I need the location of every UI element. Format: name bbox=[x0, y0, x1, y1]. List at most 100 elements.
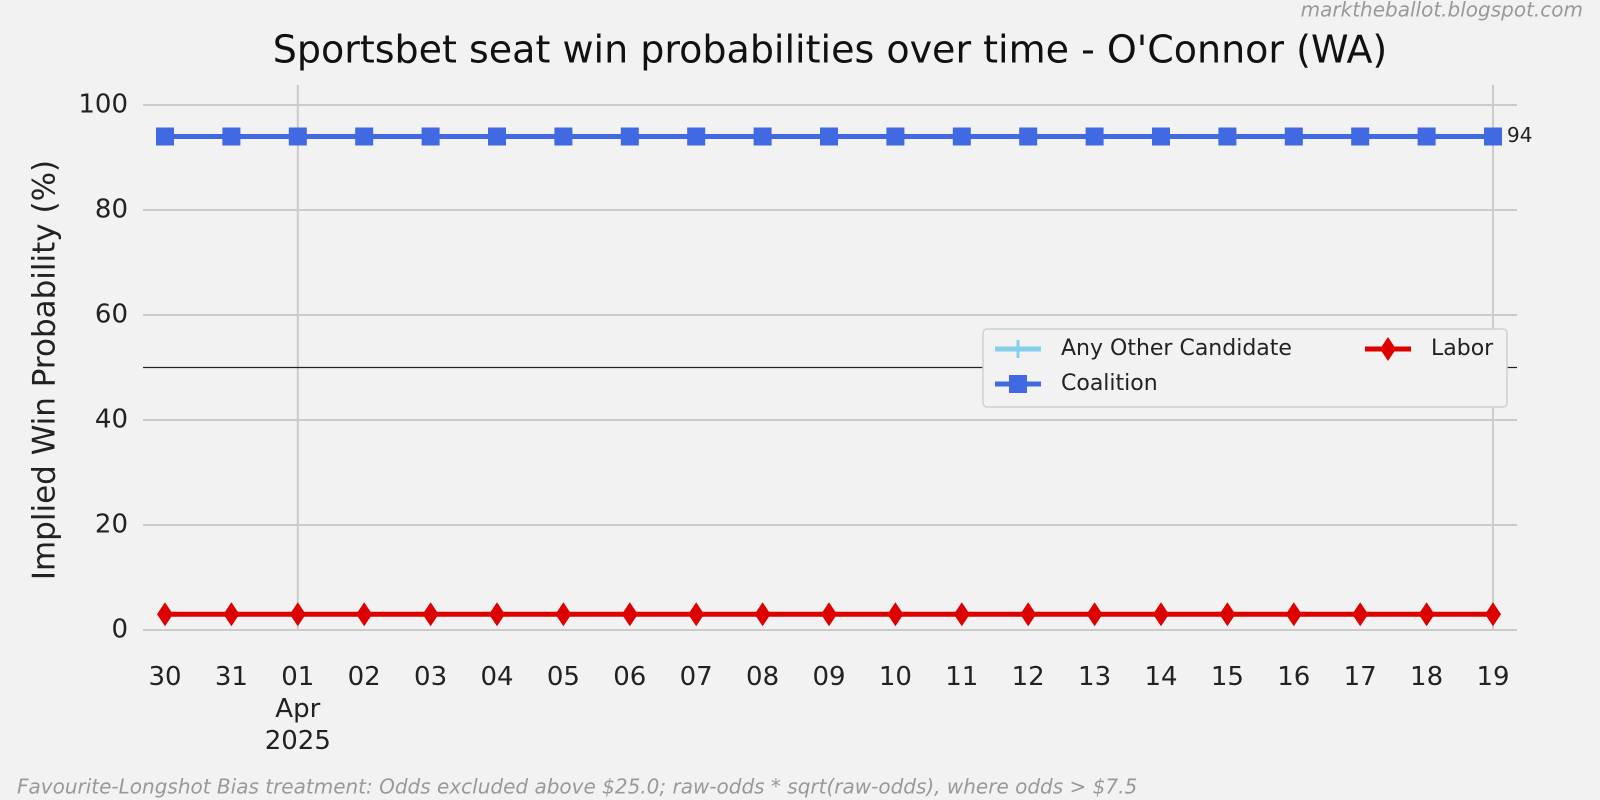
marker bbox=[1219, 602, 1236, 627]
x-tick-label-line: 16 bbox=[1277, 662, 1310, 692]
footnote: Favourite-Longshot Bias treatment: Odds … bbox=[17, 775, 1137, 799]
x-tick-label: 07 bbox=[680, 662, 713, 692]
marker bbox=[1351, 127, 1370, 146]
x-tick-label-line: 11 bbox=[945, 662, 978, 692]
y-tick-label: 0 bbox=[111, 615, 128, 645]
x-tick-label: 08 bbox=[746, 662, 779, 692]
marker bbox=[156, 127, 174, 146]
marker bbox=[489, 602, 505, 627]
x-tick-label-line: 10 bbox=[879, 662, 912, 692]
marker bbox=[288, 127, 307, 146]
marker bbox=[1009, 375, 1027, 393]
marker bbox=[1218, 127, 1237, 146]
x-tick-label-line: 17 bbox=[1344, 662, 1377, 692]
x-tick-label-line: 06 bbox=[613, 662, 646, 692]
x-tick-label: 15 bbox=[1211, 662, 1244, 692]
x-tick-label-line: 08 bbox=[746, 662, 779, 692]
marker bbox=[1086, 602, 1103, 627]
x-tick-label: 12 bbox=[1012, 662, 1045, 692]
x-tick-label: 17 bbox=[1344, 662, 1377, 692]
y-tick-label: 80 bbox=[95, 195, 128, 225]
marker bbox=[356, 602, 373, 627]
marker bbox=[1152, 127, 1170, 146]
chart-title: Sportsbet seat win probabilities over ti… bbox=[273, 28, 1388, 72]
x-tick-label: 16 bbox=[1277, 662, 1310, 692]
marker bbox=[421, 127, 440, 146]
marker bbox=[1418, 602, 1435, 627]
marker bbox=[952, 127, 971, 146]
marker bbox=[753, 127, 772, 146]
marker bbox=[289, 602, 306, 627]
marker bbox=[1285, 602, 1302, 627]
marker bbox=[754, 602, 771, 627]
x-tick-label-line: 03 bbox=[414, 662, 447, 692]
x-tick-label-line: 01 bbox=[281, 662, 314, 692]
marker bbox=[355, 127, 374, 146]
marker bbox=[687, 127, 706, 146]
marker bbox=[688, 602, 705, 627]
x-tick-label: 10 bbox=[879, 662, 912, 692]
marker bbox=[1484, 127, 1502, 146]
marker bbox=[554, 127, 573, 146]
y-tick-label: 40 bbox=[95, 405, 128, 435]
x-tick-label: 04 bbox=[480, 662, 513, 692]
legend-label: Coalition bbox=[1061, 371, 1158, 396]
x-tick-label-line: 30 bbox=[148, 662, 181, 692]
x-tick-label-line: 02 bbox=[348, 662, 381, 692]
marker bbox=[1352, 602, 1369, 627]
marker bbox=[621, 602, 638, 627]
y-tick-label: 100 bbox=[78, 90, 128, 120]
watermark: marktheballot.blogspot.com bbox=[1301, 0, 1583, 22]
x-tick-label-line: 15 bbox=[1211, 662, 1244, 692]
x-tick-label-line: 09 bbox=[812, 662, 845, 692]
x-tick-label: 31 bbox=[215, 662, 248, 692]
marker bbox=[887, 602, 904, 627]
x-tick-label-line: 2025 bbox=[265, 726, 331, 756]
marker bbox=[821, 602, 837, 627]
marker bbox=[555, 602, 572, 627]
marker bbox=[886, 127, 905, 146]
x-tick-label: 13 bbox=[1078, 662, 1111, 692]
y-axis-label: Implied Win Probability (%) bbox=[27, 160, 63, 580]
x-tick-label-line: 14 bbox=[1144, 662, 1177, 692]
marker bbox=[422, 602, 439, 627]
x-tick-label: 19 bbox=[1476, 662, 1509, 692]
marker bbox=[222, 127, 241, 146]
marker bbox=[1153, 602, 1169, 627]
legend-label: Labor bbox=[1431, 336, 1494, 361]
x-tick-label-line: 18 bbox=[1410, 662, 1443, 692]
x-tick-label-line: 05 bbox=[547, 662, 580, 692]
marker bbox=[1085, 127, 1104, 146]
y-tick-label: 60 bbox=[95, 300, 128, 330]
x-tick-label: 09 bbox=[812, 662, 845, 692]
x-tick-label: 02 bbox=[348, 662, 381, 692]
x-tick-label-line: Apr bbox=[275, 694, 320, 724]
x-tick-label: 11 bbox=[945, 662, 978, 692]
marker bbox=[820, 127, 838, 146]
marker bbox=[620, 127, 639, 146]
marker bbox=[1417, 127, 1436, 146]
x-tick-label-line: 07 bbox=[680, 662, 713, 692]
marker bbox=[157, 602, 173, 627]
x-tick-label-line: 12 bbox=[1012, 662, 1045, 692]
marker bbox=[1009, 340, 1027, 358]
x-tick-label: 01 Apr 2025 bbox=[265, 662, 331, 756]
x-tick-label: 05 bbox=[547, 662, 580, 692]
x-tick-label: 03 bbox=[414, 662, 447, 692]
x-tick-label-line: 04 bbox=[480, 662, 513, 692]
x-tick-label: 18 bbox=[1410, 662, 1443, 692]
marker bbox=[1380, 337, 1396, 361]
y-tick-label: 20 bbox=[95, 510, 128, 540]
end-label: 94 bbox=[1507, 123, 1532, 147]
x-tick-label-line: 13 bbox=[1078, 662, 1111, 692]
x-tick-label-line: 19 bbox=[1476, 662, 1509, 692]
marker bbox=[1485, 602, 1501, 627]
marker bbox=[953, 602, 970, 627]
marker bbox=[488, 127, 506, 146]
x-tick-label: 14 bbox=[1144, 662, 1177, 692]
marker bbox=[1020, 602, 1037, 627]
marker bbox=[1019, 127, 1038, 146]
x-tick-label-line: 31 bbox=[215, 662, 248, 692]
